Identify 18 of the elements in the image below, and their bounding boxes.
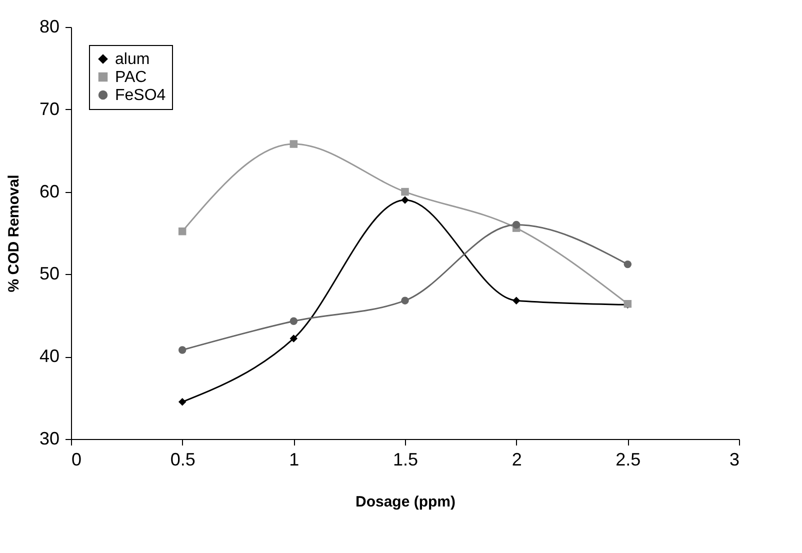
x-axis-title: Dosage (ppm) xyxy=(355,494,456,510)
x-tick-label: 2 xyxy=(512,450,522,470)
x-tick-label: 3 xyxy=(729,450,740,470)
y-tick-label: 60 xyxy=(39,181,60,202)
y-tick-label: 70 xyxy=(39,98,60,119)
legend-label: alum xyxy=(115,51,150,68)
x-tick-label: 0.5 xyxy=(170,450,196,470)
y-tick-label: 80 xyxy=(39,16,60,36)
legend-label: PAC xyxy=(115,69,147,86)
y-tick-label: 30 xyxy=(39,428,60,448)
y-tick-label: 40 xyxy=(39,346,60,366)
y-tick-label: 50 xyxy=(39,264,60,284)
x-tick-label: 2.5 xyxy=(616,450,641,470)
x-tick-label: 1.5 xyxy=(392,450,418,470)
x-tick-label: 0 xyxy=(72,450,82,470)
legend-label: FeSO4 xyxy=(115,87,166,104)
y-axis-title: % COD Removal xyxy=(5,174,22,292)
x-tick-label: 1 xyxy=(289,450,300,470)
